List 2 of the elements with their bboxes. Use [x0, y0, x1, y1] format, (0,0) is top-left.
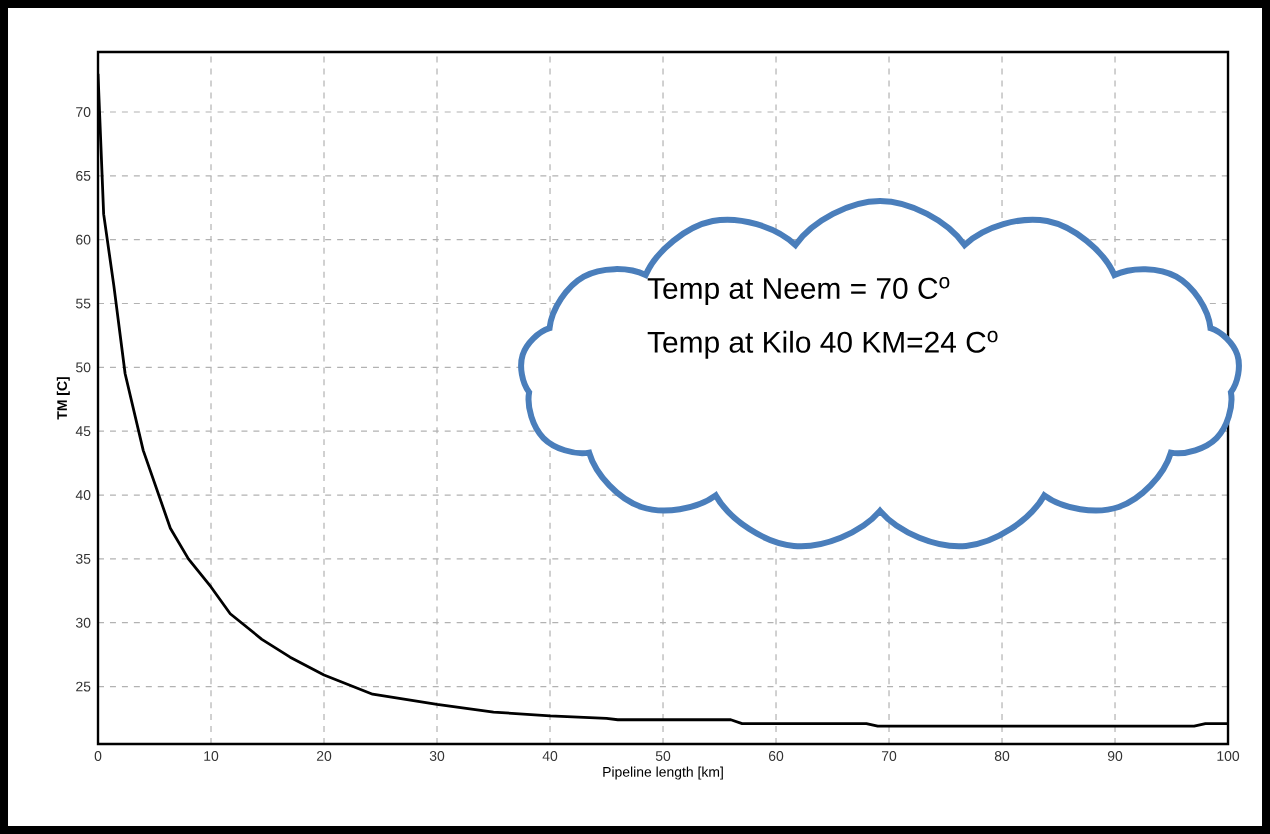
annotation: Temp at Neem = 70 C$^{o}$ [647, 277, 950, 305]
annotation: Temp at Kilo 40 KM=24 C$^{o}$ [647, 330, 998, 359]
